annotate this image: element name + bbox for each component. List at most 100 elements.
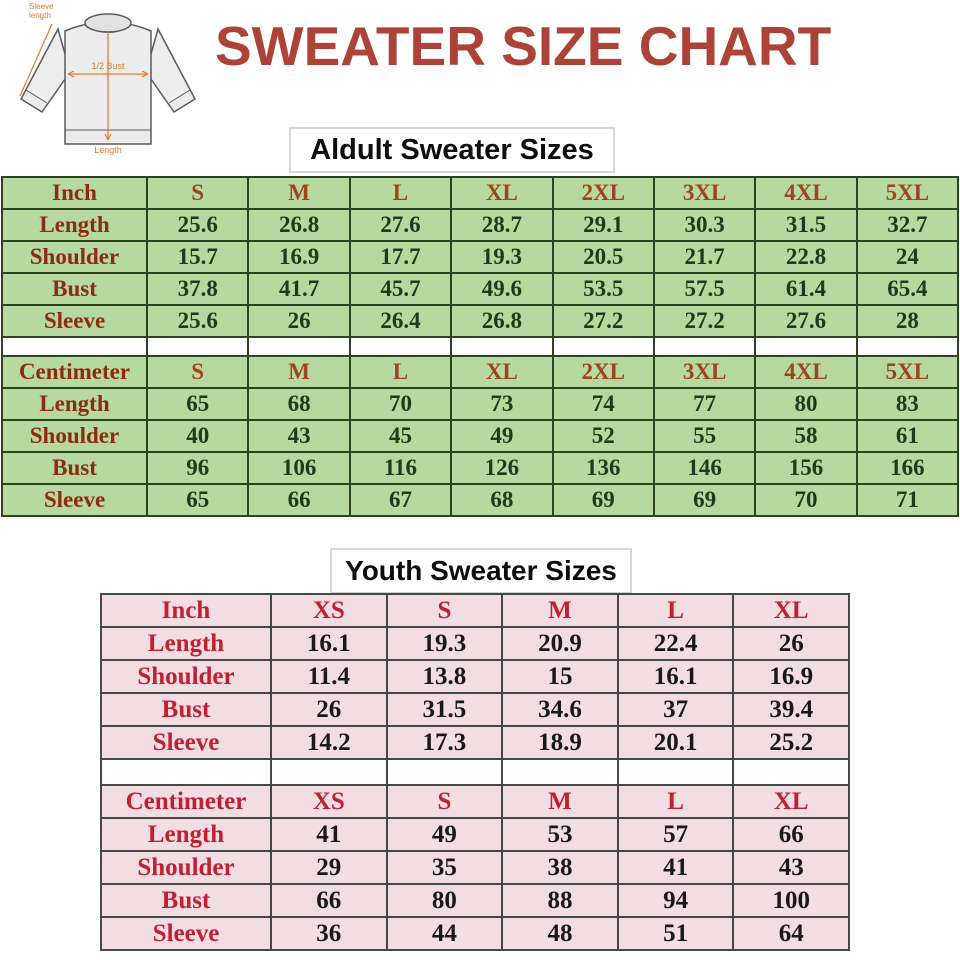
row-label: Length — [100, 817, 272, 852]
measurement-row: Length 41 49 53 57 66 — [100, 817, 850, 852]
measurement-row: Sleeve 25.6 26 26.4 26.8 27.2 27.2 27.6 28 — [1, 304, 960, 338]
size-value-cell: 26 — [270, 692, 388, 727]
measurement-row: Length 16.1 19.3 20.9 22.4 26 — [100, 626, 850, 661]
size-header: L — [616, 593, 735, 628]
size-value-cell: 61.4 — [754, 272, 858, 306]
row-label: Shoulder — [1, 240, 148, 274]
size-value-cell: 28 — [855, 304, 960, 338]
size-value-cell: 70 — [348, 387, 453, 421]
row-label: Sleeve — [1, 483, 148, 517]
size-value-cell: 53 — [501, 817, 619, 852]
row-label: Bust — [100, 692, 272, 727]
size-value-cell: 58 — [754, 419, 858, 453]
size-value-cell: 14.2 — [270, 725, 388, 760]
size-value-cell: 66 — [732, 817, 850, 852]
size-header: M — [501, 593, 619, 628]
row-label: Bust — [1, 272, 148, 306]
page-title: SWEATER SIZE CHART — [215, 15, 832, 77]
right-cuff-line — [168, 89, 191, 104]
size-value-cell: 88 — [501, 883, 619, 918]
row-label: Sleeve — [100, 916, 272, 951]
adult-section-heading: Aldult Sweater Sizes — [289, 127, 615, 173]
size-value-cell: 13.8 — [385, 659, 504, 694]
size-value-cell: 34.6 — [501, 692, 619, 727]
size-value-cell: 31.5 — [754, 208, 858, 242]
size-header: 5XL — [855, 355, 960, 389]
size-value-cell: 16.9 — [247, 240, 351, 274]
size-value-cell: 11.4 — [270, 659, 388, 694]
size-value-cell: 68 — [247, 387, 351, 421]
size-header: 4XL — [754, 176, 858, 210]
size-value-cell: 26.8 — [247, 208, 351, 242]
size-value-cell: 57 — [616, 817, 735, 852]
unit-header: Centimeter — [1, 355, 148, 389]
spacer-cell — [145, 336, 250, 357]
spacer-cell — [754, 336, 858, 357]
size-header: XS — [270, 784, 388, 819]
size-value-cell: 19.3 — [450, 240, 554, 274]
length-measure-arrow — [104, 133, 112, 141]
spacer-cell — [855, 336, 960, 357]
size-value-cell: 41.7 — [247, 272, 351, 306]
size-value-cell: 66 — [270, 883, 388, 918]
measurement-row: Length 25.6 26.8 27.6 28.7 29.1 30.3 31.5 32.7 — [1, 208, 960, 242]
size-value-cell: 65.4 — [855, 272, 960, 306]
size-value-cell: 49.6 — [450, 272, 554, 306]
size-value-cell: 26.4 — [348, 304, 453, 338]
row-label: Shoulder — [100, 659, 272, 694]
size-value-cell: 29.1 — [551, 208, 655, 242]
size-value-cell: 31.5 — [385, 692, 504, 727]
size-value-cell: 32.7 — [855, 208, 960, 242]
unit-header: Inch — [100, 593, 272, 628]
size-value-cell: 20.9 — [501, 626, 619, 661]
size-header: L — [348, 176, 453, 210]
size-value-cell: 61 — [855, 419, 960, 453]
size-value-cell: 156 — [754, 451, 858, 485]
size-value-cell: 64 — [732, 916, 850, 951]
size-header: M — [501, 784, 619, 819]
size-value-cell: 21.7 — [652, 240, 757, 274]
size-header: S — [385, 784, 504, 819]
table-spacer-row — [100, 758, 850, 786]
size-header-row: Inch S M L XL 2XL 3XL 4XL 5XL — [1, 176, 960, 210]
size-value-cell: 55 — [652, 419, 757, 453]
measurement-row: Length 65 68 70 73 74 77 80 83 — [1, 387, 960, 421]
size-value-cell: 45.7 — [348, 272, 453, 306]
size-value-cell: 43 — [732, 850, 850, 885]
measurement-row: Sleeve 14.2 17.3 18.9 20.1 25.2 — [100, 725, 850, 760]
size-value-cell: 51 — [616, 916, 735, 951]
size-header: XL — [450, 176, 554, 210]
measurement-row: Bust 66 80 88 94 100 — [100, 883, 850, 918]
row-label: Bust — [1, 451, 148, 485]
size-value-cell: 116 — [348, 451, 453, 485]
adult-size-table: Inch S M L XL 2XL 3XL 4XL 5XL Length 25.6 26.8 27.6 2… — [1, 176, 960, 517]
size-value-cell: 22.4 — [616, 626, 735, 661]
size-value-cell: 41 — [616, 850, 735, 885]
size-value-cell: 74 — [551, 387, 655, 421]
spacer-cell — [551, 336, 655, 357]
size-value-cell: 80 — [385, 883, 504, 918]
size-value-cell: 52 — [551, 419, 655, 453]
spacer-cell — [270, 758, 388, 786]
size-header: 2XL — [551, 355, 655, 389]
size-value-cell: 35 — [385, 850, 504, 885]
size-value-cell: 24 — [855, 240, 960, 274]
size-value-cell: 41 — [270, 817, 388, 852]
row-label: Length — [100, 626, 272, 661]
size-value-cell: 53.5 — [551, 272, 655, 306]
youth-size-table: Inch XS S M L XL Length 16.1 19.3 20.9 22.4 26 Shoul… — [100, 593, 850, 951]
size-value-cell: 20.1 — [616, 725, 735, 760]
size-header-row: Centimeter XS S M L XL — [100, 784, 850, 819]
size-value-cell: 67 — [348, 483, 453, 517]
youth-section-heading: Youth Sweater Sizes — [330, 548, 632, 594]
size-value-cell: 68 — [450, 483, 554, 517]
size-value-cell: 27.6 — [348, 208, 453, 242]
size-header-row: Centimeter S M L XL 2XL 3XL 4XL 5XL — [1, 355, 960, 389]
measurement-row: Shoulder 29 35 38 41 43 — [100, 850, 850, 885]
size-value-cell: 29 — [270, 850, 388, 885]
size-value-cell: 100 — [732, 883, 850, 918]
size-value-cell: 36 — [270, 916, 388, 951]
size-value-cell: 77 — [652, 387, 757, 421]
spacer-cell — [652, 336, 757, 357]
size-value-cell: 66 — [247, 483, 351, 517]
